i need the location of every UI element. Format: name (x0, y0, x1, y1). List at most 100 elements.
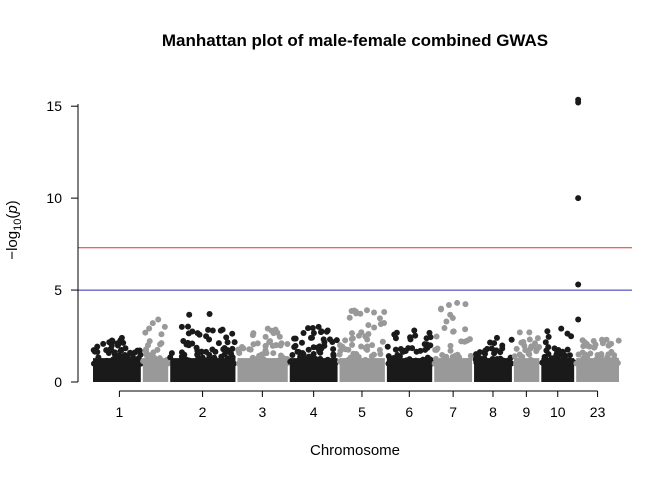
x-tick-label: 1 (115, 404, 123, 420)
snp-point (481, 355, 488, 362)
snp-point (198, 348, 205, 355)
snp-point (279, 354, 286, 361)
snp-point (262, 342, 269, 349)
snp-point (209, 346, 216, 353)
chromosome-points (287, 323, 340, 382)
snp-point (591, 344, 598, 351)
chromosome-points (235, 325, 291, 382)
snp-point (568, 358, 575, 365)
snp-point (248, 360, 255, 367)
snp-point (155, 316, 162, 323)
snp-point (264, 325, 271, 332)
chromosome-points (472, 334, 515, 382)
snp-point (450, 328, 457, 335)
snp-point (158, 331, 165, 338)
snp-point (112, 356, 119, 363)
snp-point (396, 360, 403, 367)
snp-point (377, 350, 384, 357)
snp-point (447, 342, 454, 349)
snp-point (520, 339, 527, 346)
snp-point (363, 345, 370, 352)
snp-point (321, 342, 328, 349)
snp-point (291, 360, 298, 367)
snp-point (508, 336, 515, 343)
snp-point (513, 345, 520, 352)
x-tick-label: 10 (550, 404, 566, 420)
snp-point (355, 353, 362, 360)
snp-point (417, 360, 424, 367)
snp-point (247, 346, 254, 353)
snp-point (472, 356, 479, 363)
y-tick-label: 15 (46, 98, 62, 114)
chromosome-points (167, 310, 238, 382)
snp-point (100, 340, 107, 347)
snp-point (235, 348, 242, 355)
snp-point (130, 354, 137, 361)
snp-point (488, 345, 495, 352)
snp-point (432, 355, 439, 362)
snp-point (391, 331, 398, 338)
snp-point (223, 334, 230, 341)
snp-point (185, 330, 192, 337)
snp-point (249, 354, 256, 361)
snp-point (158, 340, 165, 347)
snp-point (371, 324, 378, 331)
snp-point (147, 355, 154, 362)
snp-point (385, 353, 392, 360)
x-axis: 1 2 3 4 5 6 7 8 9 10 23 (115, 390, 606, 420)
snp-point (146, 325, 153, 332)
snp-point (191, 359, 198, 366)
x-axis-label: Chromosome (310, 442, 400, 459)
snp-point (217, 327, 224, 334)
snp-point (574, 360, 581, 367)
x-tick-label: 4 (310, 404, 318, 420)
y-axis: 0 5 10 15 (46, 98, 79, 390)
snp-point (487, 339, 494, 346)
snp-point (164, 360, 171, 367)
snp-point (461, 338, 468, 345)
snp-point (224, 339, 231, 346)
snp-point (544, 328, 551, 335)
snp-point (316, 343, 323, 350)
x-tick-label: 2 (199, 404, 207, 420)
snp-point (267, 338, 274, 345)
snp-point (484, 360, 491, 367)
snp-point (111, 351, 118, 358)
snp-point (326, 360, 333, 367)
threshold-lines (78, 247, 632, 291)
snp-point (369, 342, 376, 349)
snp-point (439, 351, 446, 358)
snp-point (348, 330, 355, 337)
x-tick-label: 7 (449, 404, 457, 420)
snp-point (598, 351, 605, 358)
snp-point (318, 328, 325, 335)
snp-point (441, 325, 448, 332)
snp-point (564, 346, 571, 353)
snp-point (554, 359, 561, 366)
snp-point (349, 341, 356, 348)
y-tick-label: 10 (46, 190, 62, 206)
snp-point (558, 325, 565, 332)
snp-point (118, 334, 125, 341)
y-tick-label: 5 (54, 282, 62, 298)
snp-point (355, 332, 362, 339)
snp-point (443, 318, 450, 325)
snp-point (225, 360, 232, 367)
snp-point (433, 346, 440, 353)
snp-point (258, 360, 265, 367)
snp-point (149, 320, 156, 327)
snp-point (411, 327, 418, 334)
chromosome-points (539, 325, 577, 382)
snp-point (218, 353, 225, 360)
snp-point (449, 315, 456, 322)
snp-point (231, 339, 238, 346)
snp-point (433, 333, 440, 340)
snp-point (352, 358, 359, 365)
snp-point (184, 339, 191, 346)
top-hits (575, 96, 582, 323)
x-tick-label: 23 (590, 404, 606, 420)
snp-point (402, 348, 409, 355)
snp-point (546, 357, 553, 364)
snp-point (516, 351, 523, 358)
